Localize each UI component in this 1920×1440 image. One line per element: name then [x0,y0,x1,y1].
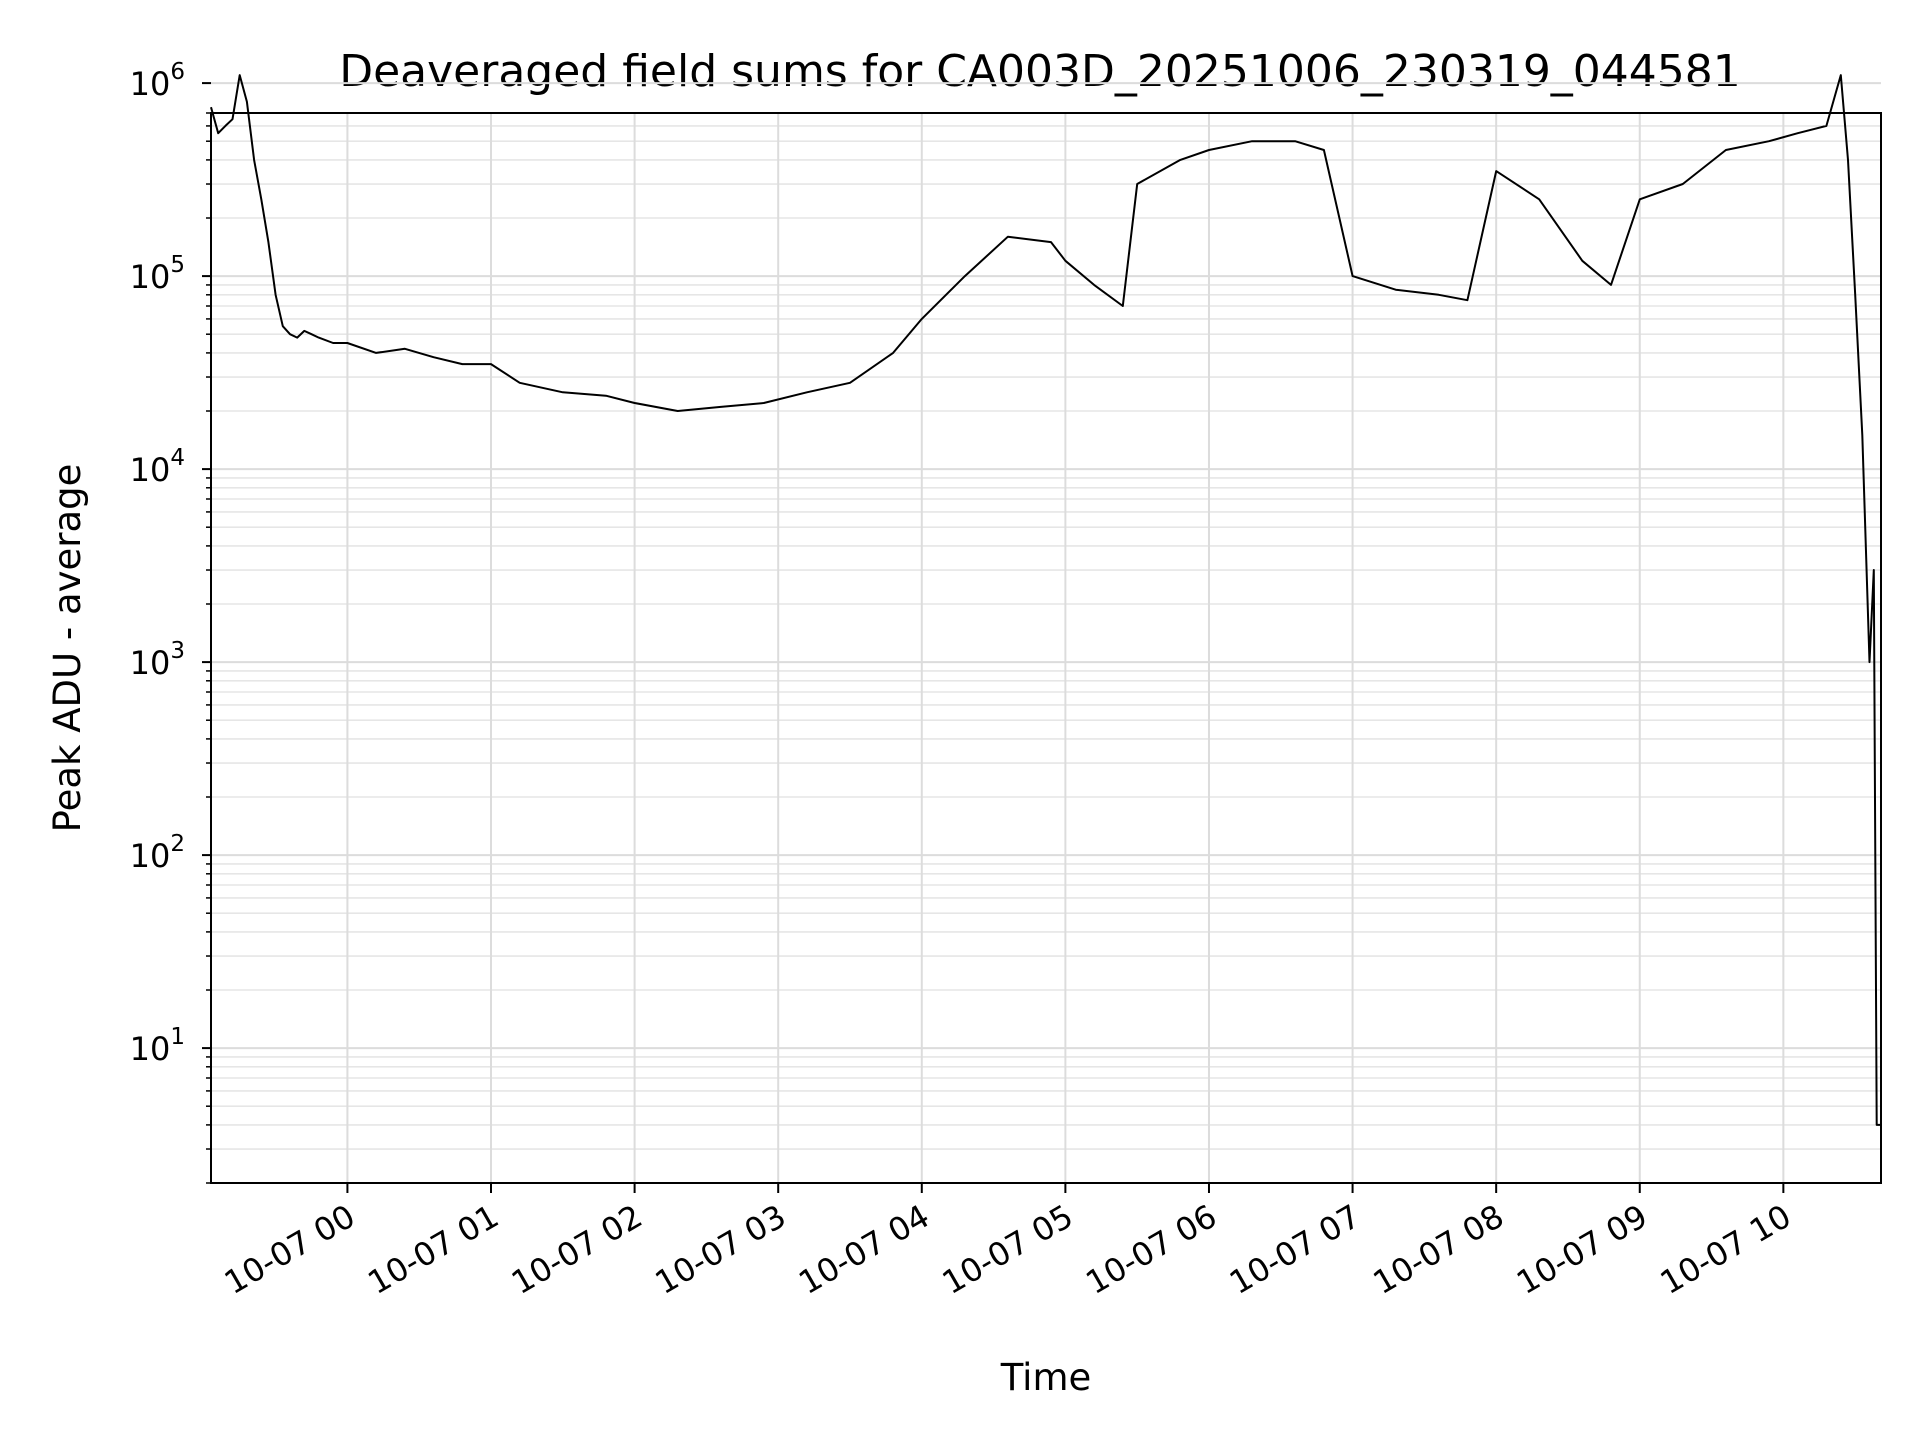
x-axis-label: Time [1000,1356,1092,1399]
x-tick-label: 10-07 10 [1654,1197,1798,1302]
x-tick-label: 10-07 08 [1367,1197,1511,1302]
series-line [210,74,1881,1126]
y-tick-label: 101 [130,1024,185,1068]
x-tick-label: 10-07 04 [792,1197,936,1302]
x-tick-label: 10-07 01 [361,1197,505,1302]
chart-title: Deaveraged field sums for CA003D_2025100… [339,46,1741,97]
y-axis-label: Peak ADU - average [46,464,89,833]
x-ticks: 10-07 00 10-07 01 10-07 02 10-07 03 10-07 04… [218,1183,1798,1302]
x-tick-label: 10-07 02 [505,1197,649,1302]
y-tick-label: 103 [130,638,185,682]
y-ticks: 101 102 103 104 105 106 [130,59,211,1184]
y-tick-label: 104 [130,445,185,489]
x-tick-label: 10-07 00 [218,1197,362,1302]
x-tick-label: 10-07 05 [936,1197,1080,1302]
plot-frame [210,112,1882,1184]
x-tick-label: 10-07 09 [1510,1197,1654,1302]
y-tick-label: 105 [130,252,185,296]
x-tick-label: 10-07 07 [1223,1197,1367,1302]
y-tick-label: 102 [130,831,185,875]
x-tick-label: 10-07 03 [649,1197,793,1302]
grid [211,82,1881,1184]
x-tick-label: 10-07 06 [1079,1197,1223,1302]
y-tick-label: 106 [130,59,185,103]
